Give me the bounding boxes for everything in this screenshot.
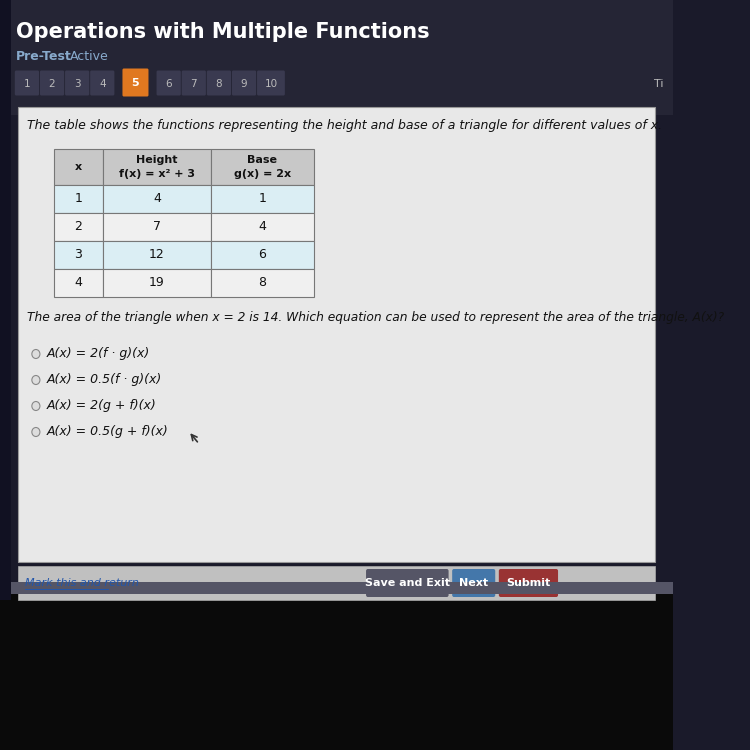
Text: 10: 10 (265, 79, 278, 89)
Text: Save and Exit: Save and Exit (364, 578, 450, 588)
Bar (54, 213, 104, 241)
FancyBboxPatch shape (90, 70, 115, 95)
Text: 6: 6 (165, 79, 172, 89)
Bar (211, 241, 314, 269)
Circle shape (32, 401, 40, 410)
FancyBboxPatch shape (182, 70, 206, 95)
Bar (0, 0, 10, 600)
Text: 3: 3 (74, 248, 82, 262)
FancyBboxPatch shape (207, 70, 231, 95)
Bar (0, 590, 673, 750)
Bar (104, 241, 211, 269)
Text: 7: 7 (153, 220, 161, 233)
FancyBboxPatch shape (122, 68, 148, 97)
Text: A(x) = 0.5(f · g)(x): A(x) = 0.5(f · g)(x) (46, 374, 162, 386)
Text: Mark this and return: Mark this and return (25, 578, 139, 588)
Bar (211, 269, 314, 297)
Text: 9: 9 (241, 79, 248, 89)
Text: Ti: Ti (655, 79, 664, 89)
Text: 5: 5 (132, 78, 140, 88)
FancyBboxPatch shape (499, 569, 558, 597)
Bar (104, 269, 211, 297)
Text: 1: 1 (23, 79, 30, 89)
Bar (0, 582, 673, 594)
Bar (54, 149, 104, 185)
Bar (54, 185, 104, 213)
Text: Height
f(x) = x² + 3: Height f(x) = x² + 3 (119, 155, 195, 178)
Text: x: x (75, 162, 82, 172)
Bar (54, 269, 104, 297)
Text: 19: 19 (149, 277, 165, 290)
Text: 1: 1 (74, 193, 82, 206)
Bar (211, 185, 314, 213)
Text: 3: 3 (74, 79, 80, 89)
Text: Operations with Multiple Functions: Operations with Multiple Functions (16, 22, 430, 42)
Text: 8: 8 (259, 277, 266, 290)
Text: 4: 4 (153, 193, 161, 206)
Text: 2: 2 (49, 79, 55, 89)
FancyBboxPatch shape (157, 70, 181, 95)
Text: 6: 6 (259, 248, 266, 262)
Bar (18, 107, 655, 562)
Circle shape (32, 376, 40, 385)
Text: 4: 4 (99, 79, 106, 89)
Text: Submit: Submit (506, 578, 550, 588)
Bar (104, 185, 211, 213)
Bar (104, 149, 211, 185)
Text: Active: Active (70, 50, 109, 63)
FancyBboxPatch shape (15, 70, 39, 95)
FancyBboxPatch shape (40, 70, 64, 95)
Text: A(x) = 2(f · g)(x): A(x) = 2(f · g)(x) (46, 347, 150, 361)
Bar (104, 213, 211, 241)
Text: A(x) = 2(g + f)(x): A(x) = 2(g + f)(x) (46, 400, 157, 412)
Text: The table shows the functions representing the height and base of a triangle for: The table shows the functions representi… (27, 119, 662, 132)
Text: A(x) = 0.5(g + f)(x): A(x) = 0.5(g + f)(x) (46, 425, 169, 439)
FancyBboxPatch shape (65, 70, 89, 95)
Text: Pre-Test: Pre-Test (16, 50, 72, 63)
Bar (54, 241, 104, 269)
FancyBboxPatch shape (232, 70, 256, 95)
Text: 8: 8 (215, 79, 222, 89)
Text: 4: 4 (74, 277, 82, 290)
Bar (18, 566, 655, 600)
Text: 2: 2 (74, 220, 82, 233)
Bar (211, 149, 314, 185)
Circle shape (32, 350, 40, 358)
Text: 12: 12 (149, 248, 165, 262)
FancyBboxPatch shape (366, 569, 448, 597)
Bar (211, 213, 314, 241)
FancyBboxPatch shape (257, 70, 285, 95)
Circle shape (32, 427, 40, 436)
Text: Base
g(x) = 2x: Base g(x) = 2x (234, 155, 291, 178)
Text: 7: 7 (190, 79, 197, 89)
Text: 1: 1 (259, 193, 266, 206)
Bar (0, 0, 673, 115)
Text: The area of the triangle when x = 2 is 14. Which equation can be used to represe: The area of the triangle when x = 2 is 1… (27, 311, 724, 324)
FancyBboxPatch shape (452, 569, 495, 597)
Text: 4: 4 (259, 220, 266, 233)
Text: Next: Next (459, 578, 488, 588)
